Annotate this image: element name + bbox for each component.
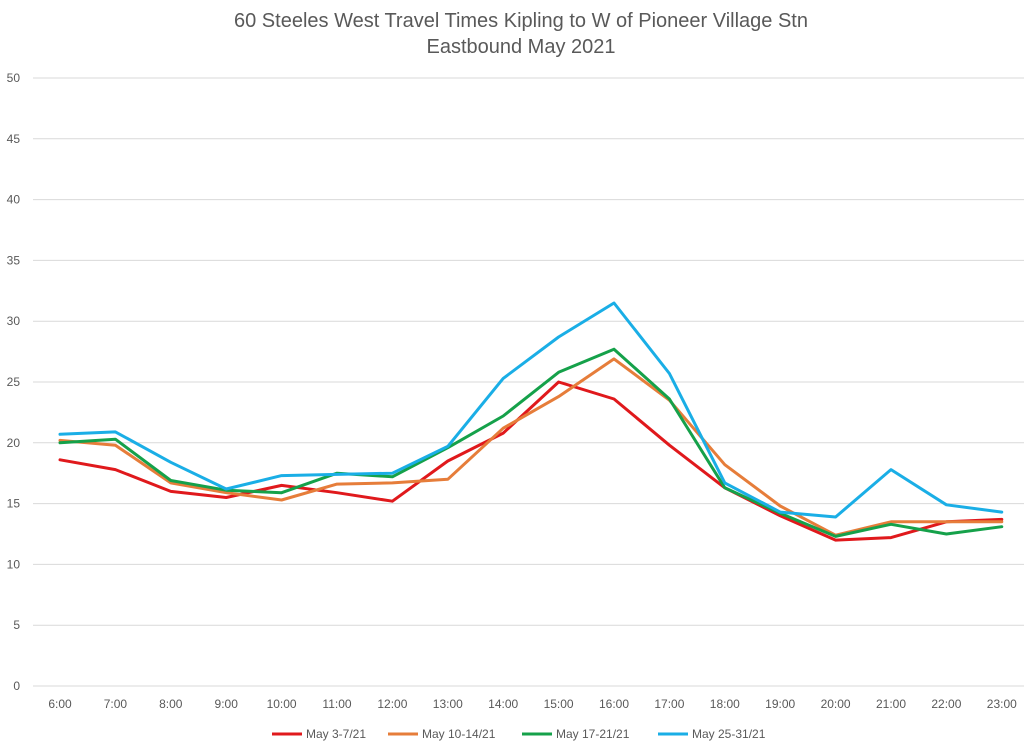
x-tick-label: 19:00 bbox=[765, 697, 795, 711]
x-tick-label: 9:00 bbox=[215, 697, 239, 711]
x-tick-label: 13:00 bbox=[433, 697, 463, 711]
y-tick-label: 0 bbox=[13, 679, 20, 693]
x-tick-label: 18:00 bbox=[710, 697, 740, 711]
y-tick-label: 5 bbox=[13, 618, 20, 632]
series-line-4 bbox=[58, 301, 1004, 519]
y-tick-label: 20 bbox=[7, 436, 21, 450]
y-tick-label: 35 bbox=[7, 253, 21, 267]
y-tick-label: 15 bbox=[7, 497, 21, 511]
y-tick-label: 45 bbox=[7, 132, 21, 146]
legend-label: May 3-7/21 bbox=[306, 727, 366, 741]
y-tick-label: 40 bbox=[7, 193, 21, 207]
x-tick-label: 8:00 bbox=[159, 697, 183, 711]
series-lines bbox=[58, 301, 1004, 542]
x-tick-label: 14:00 bbox=[488, 697, 518, 711]
chart-title: 60 Steeles West Travel Times Kipling to … bbox=[234, 10, 808, 58]
y-tick-label: 30 bbox=[7, 314, 21, 328]
x-tick-label: 12:00 bbox=[377, 697, 407, 711]
x-tick-label: 17:00 bbox=[654, 697, 684, 711]
x-tick-label: 10:00 bbox=[267, 697, 297, 711]
y-axis-tick-labels: 0 5 10 15 20 25 30 35 40 45 50 bbox=[7, 71, 21, 693]
x-tick-label: 21:00 bbox=[876, 697, 906, 711]
y-tick-label: 50 bbox=[7, 71, 21, 85]
x-tick-label: 7:00 bbox=[104, 697, 128, 711]
legend: May 3-7/21 May 10-14/21 May 17-21/21 May 25… bbox=[272, 727, 766, 741]
x-tick-label: 23:00 bbox=[987, 697, 1017, 711]
y-tick-label: 25 bbox=[7, 375, 21, 389]
legend-label: May 17-21/21 bbox=[556, 727, 630, 741]
x-tick-label: 11:00 bbox=[322, 697, 351, 711]
x-tick-label: 22:00 bbox=[931, 697, 961, 711]
y-tick-label: 10 bbox=[7, 557, 21, 571]
series-line-1 bbox=[58, 380, 1004, 542]
x-tick-label: 16:00 bbox=[599, 697, 629, 711]
legend-label: May 10-14/21 bbox=[422, 727, 496, 741]
chart-title-line-2: Eastbound May 2021 bbox=[426, 36, 615, 58]
series-line-3 bbox=[58, 347, 1004, 538]
gridlines bbox=[33, 77, 1024, 687]
x-tick-label: 15:00 bbox=[544, 697, 574, 711]
x-tick-label: 20:00 bbox=[821, 697, 851, 711]
x-axis-tick-labels: 6:00 7:00 8:00 9:00 10:00 11:00 12:00 13:00 14:0… bbox=[48, 697, 1017, 711]
series-line-2 bbox=[58, 357, 1004, 537]
chart-title-line-1: 60 Steeles West Travel Times Kipling to … bbox=[234, 10, 808, 32]
legend-label: May 25-31/21 bbox=[692, 727, 766, 741]
x-tick-label: 6:00 bbox=[48, 697, 72, 711]
